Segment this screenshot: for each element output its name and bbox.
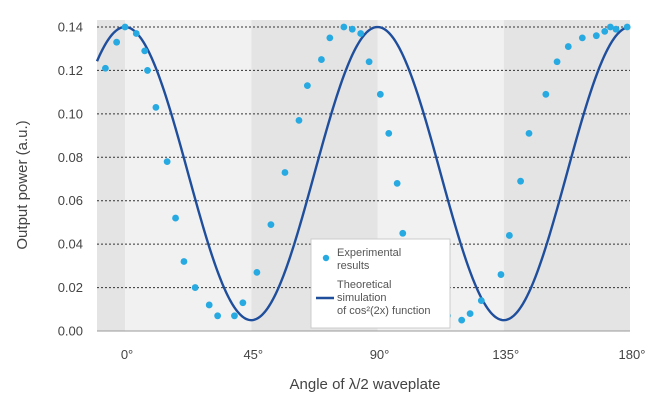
experimental-point (303, 82, 311, 90)
experimental-point (132, 30, 140, 37)
experimental-point (385, 130, 393, 137)
experimental-point (564, 43, 572, 50)
experimental-point (113, 38, 121, 46)
y-tick-label: 0.14 (58, 20, 83, 35)
experimental-point (180, 258, 188, 265)
legend-theoretical-line-2: simulation (337, 292, 387, 304)
experimental-point (340, 23, 348, 31)
experimental-point (141, 47, 149, 55)
experimental-point (393, 179, 401, 187)
experimental-point (357, 30, 365, 37)
experimental-point (466, 310, 474, 318)
experimental-point (231, 312, 238, 320)
experimental-point (102, 64, 109, 72)
x-tick-label: 90° (370, 347, 390, 362)
legend-experimental-line-2: results (337, 260, 370, 272)
experimental-point (601, 27, 609, 35)
experimental-point (318, 56, 325, 63)
x-tick-label: 45° (243, 347, 263, 362)
y-tick-label: 0.02 (58, 280, 83, 295)
x-axis-label: Angle of λ/2 waveplate (290, 376, 441, 393)
experimental-point (365, 58, 373, 66)
legend: Experimental results Theoretical simulat… (310, 238, 451, 329)
y-tick-label: 0.10 (58, 106, 83, 121)
y-axis-label: Output power (a.u.) (14, 120, 31, 249)
experimental-point (553, 58, 561, 66)
experimental-point (612, 25, 620, 33)
experimental-point (376, 90, 384, 98)
experimental-point (267, 221, 275, 229)
legend-experimental-marker (322, 254, 330, 262)
y-tick-label: 0.08 (58, 150, 83, 165)
y-tick-label: 0.00 (58, 324, 83, 339)
y-tick-label: 0.04 (58, 237, 83, 252)
experimental-point (399, 229, 407, 237)
x-tick-label: 0° (121, 347, 133, 362)
experimental-point (239, 299, 247, 307)
y-tick-label: 0.12 (58, 63, 83, 78)
y-axis-ticks: 0.00 0.02 0.04 0.06 0.08 0.10 0.12 0.14 (58, 20, 83, 339)
grid-lines (97, 26, 630, 289)
legend-experimental-line-1: Experimental (337, 247, 401, 259)
x-tick-label: 135° (492, 347, 519, 362)
experimental-point (517, 177, 524, 185)
x-axis-ticks: 0° 45° 90° 135° 180° (121, 347, 646, 362)
experimental-point (525, 130, 533, 137)
background-band (97, 20, 126, 331)
y-tick-label: 0.06 (58, 193, 83, 208)
experimental-point (121, 23, 129, 31)
experimental-point (326, 34, 334, 42)
legend-box (310, 238, 451, 329)
experimental-point (172, 214, 179, 222)
legend-theoretical-line-1: Theoretical (337, 279, 391, 291)
experimental-point (214, 312, 222, 320)
legend-theoretical-line-3: of cos²(2x) function (337, 305, 431, 317)
experimental-point (281, 169, 289, 176)
experimental-point (144, 67, 151, 74)
theoretical-curve (95, 25, 631, 322)
experimental-point (295, 116, 303, 124)
x-tick-label: 180° (619, 347, 646, 362)
experimental-point (348, 25, 356, 33)
experimental-point (578, 34, 586, 42)
experimental-point (205, 301, 213, 309)
experimental-point (592, 32, 600, 40)
experimental-point (606, 23, 614, 31)
experimental-point (505, 232, 513, 239)
experimental-point (542, 90, 550, 98)
experimental-point (163, 158, 171, 166)
experimental-point (152, 103, 160, 111)
experimental-point (191, 284, 199, 291)
experimental-point (458, 316, 466, 324)
experimental-point (477, 297, 485, 304)
experimental-point (497, 271, 505, 278)
experimental-point (623, 23, 631, 31)
experimental-point (253, 268, 261, 276)
